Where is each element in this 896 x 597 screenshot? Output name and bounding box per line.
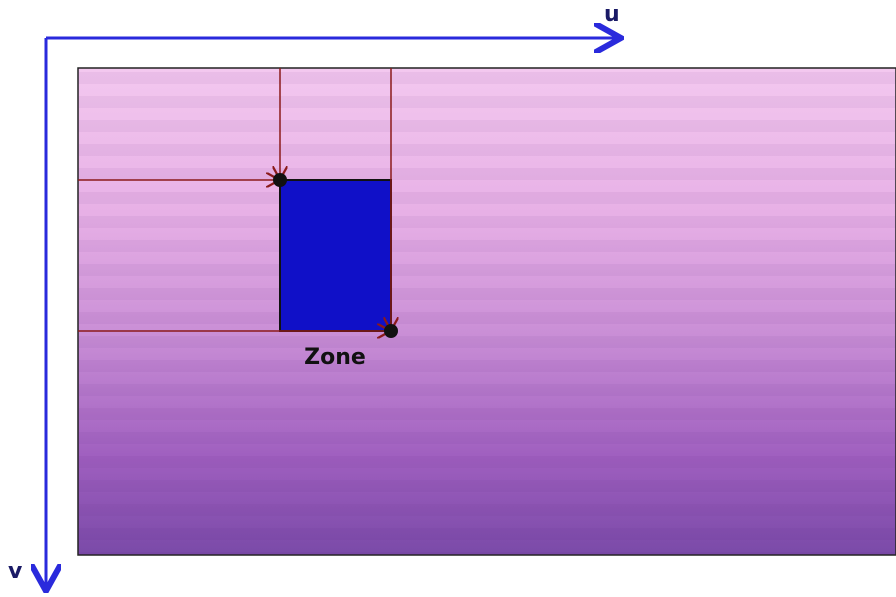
v-label: v <box>8 559 23 584</box>
zone-label: Zone <box>304 345 366 370</box>
u-label: u <box>604 2 620 27</box>
zone <box>280 180 391 331</box>
corner-point <box>384 324 398 338</box>
diagram: u v Zone <box>0 0 896 593</box>
corner-point <box>273 173 287 187</box>
image-texture <box>78 68 896 555</box>
